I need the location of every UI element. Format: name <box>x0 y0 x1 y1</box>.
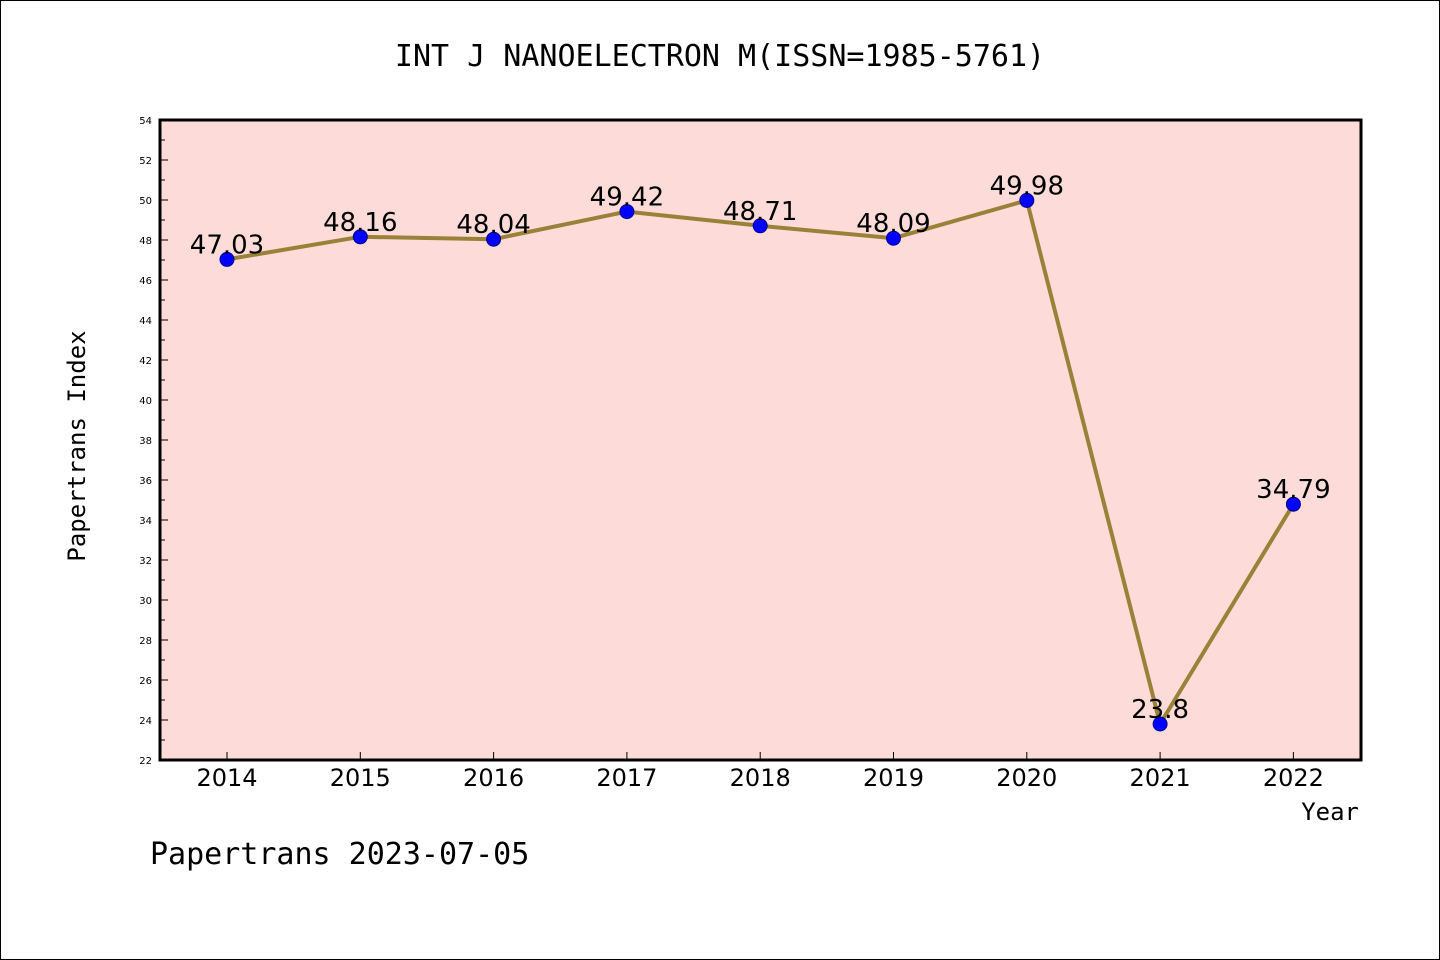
y-axis: 22 24 26 28 30 32 34 36 38 40 42 44 46 48 50 52 54 <box>139 116 168 767</box>
data-point-2019 <box>886 230 901 246</box>
x-axis-label: Year <box>1301 798 1359 826</box>
y-tick-label-40: 40 <box>139 396 152 407</box>
y-tick-label-38: 38 <box>139 436 152 447</box>
y-tick-label-54: 54 <box>139 116 152 127</box>
data-point-2020 <box>1019 192 1035 208</box>
y-tick-label-34: 34 <box>139 516 152 527</box>
x-tick-label-2019: 2019 <box>863 764 924 792</box>
data-label-2014: 47.03 <box>190 230 264 260</box>
data-label-2021: 23.8 <box>1131 695 1189 725</box>
data-point-2014 <box>219 251 235 267</box>
data-label-2015: 48.16 <box>323 208 397 238</box>
x-axis: 2014 2015 2016 2017 2018 2019 2020 2021 2022 <box>196 752 1324 792</box>
x-tick-label-2021: 2021 <box>1130 764 1191 792</box>
x-tick-label-2022: 2022 <box>1263 764 1324 792</box>
data-point-2015 <box>352 229 368 245</box>
y-axis-label: Papertrans Index <box>63 330 91 561</box>
y-tick-label-48: 48 <box>139 236 152 247</box>
y-tick-label-30: 30 <box>139 596 152 607</box>
x-tick-label-2018: 2018 <box>730 764 791 792</box>
x-tick-label-2014: 2014 <box>196 764 257 792</box>
data-label-2020: 49.98 <box>990 171 1064 201</box>
data-point-2018 <box>752 218 768 234</box>
y-tick-label-50: 50 <box>139 196 152 207</box>
y-tick-label-32: 32 <box>139 556 152 567</box>
x-tick-label-2017: 2017 <box>596 764 657 792</box>
data-label-2017: 49.42 <box>590 183 664 213</box>
y-tick-label-24: 24 <box>139 716 152 727</box>
x-tick-label-2020: 2020 <box>996 764 1057 792</box>
data-point-2017 <box>619 204 635 220</box>
data-label-2018: 48.71 <box>723 197 797 227</box>
y-tick-label-22: 22 <box>139 756 152 767</box>
x-tick-label-2016: 2016 <box>463 764 524 792</box>
y-tick-label-52: 52 <box>139 156 152 167</box>
y-tick-label-46: 46 <box>139 276 152 287</box>
data-point-2021 <box>1152 716 1168 732</box>
data-label-2016: 48.04 <box>456 210 530 240</box>
data-point-2022 <box>1285 496 1301 512</box>
footer-caption: Papertrans 2023-07-05 <box>150 837 529 872</box>
y-tick-label-36: 36 <box>139 476 152 487</box>
y-tick-label-42: 42 <box>139 356 152 367</box>
data-series: 47.03 48.16 48.04 49.42 48.71 48.09 49.98 23.8 3… <box>190 171 1331 732</box>
data-point-2016 <box>486 231 502 247</box>
data-label-2019: 48.09 <box>856 209 930 239</box>
y-tick-label-28: 28 <box>139 636 152 647</box>
y-tick-label-26: 26 <box>139 676 152 687</box>
data-label-2022: 34.79 <box>1256 475 1330 505</box>
y-tick-label-44: 44 <box>139 316 152 327</box>
chart-title: INT J NANOELECTRON M(ISSN=1985-5761) <box>395 39 1045 74</box>
x-tick-label-2015: 2015 <box>330 764 391 792</box>
